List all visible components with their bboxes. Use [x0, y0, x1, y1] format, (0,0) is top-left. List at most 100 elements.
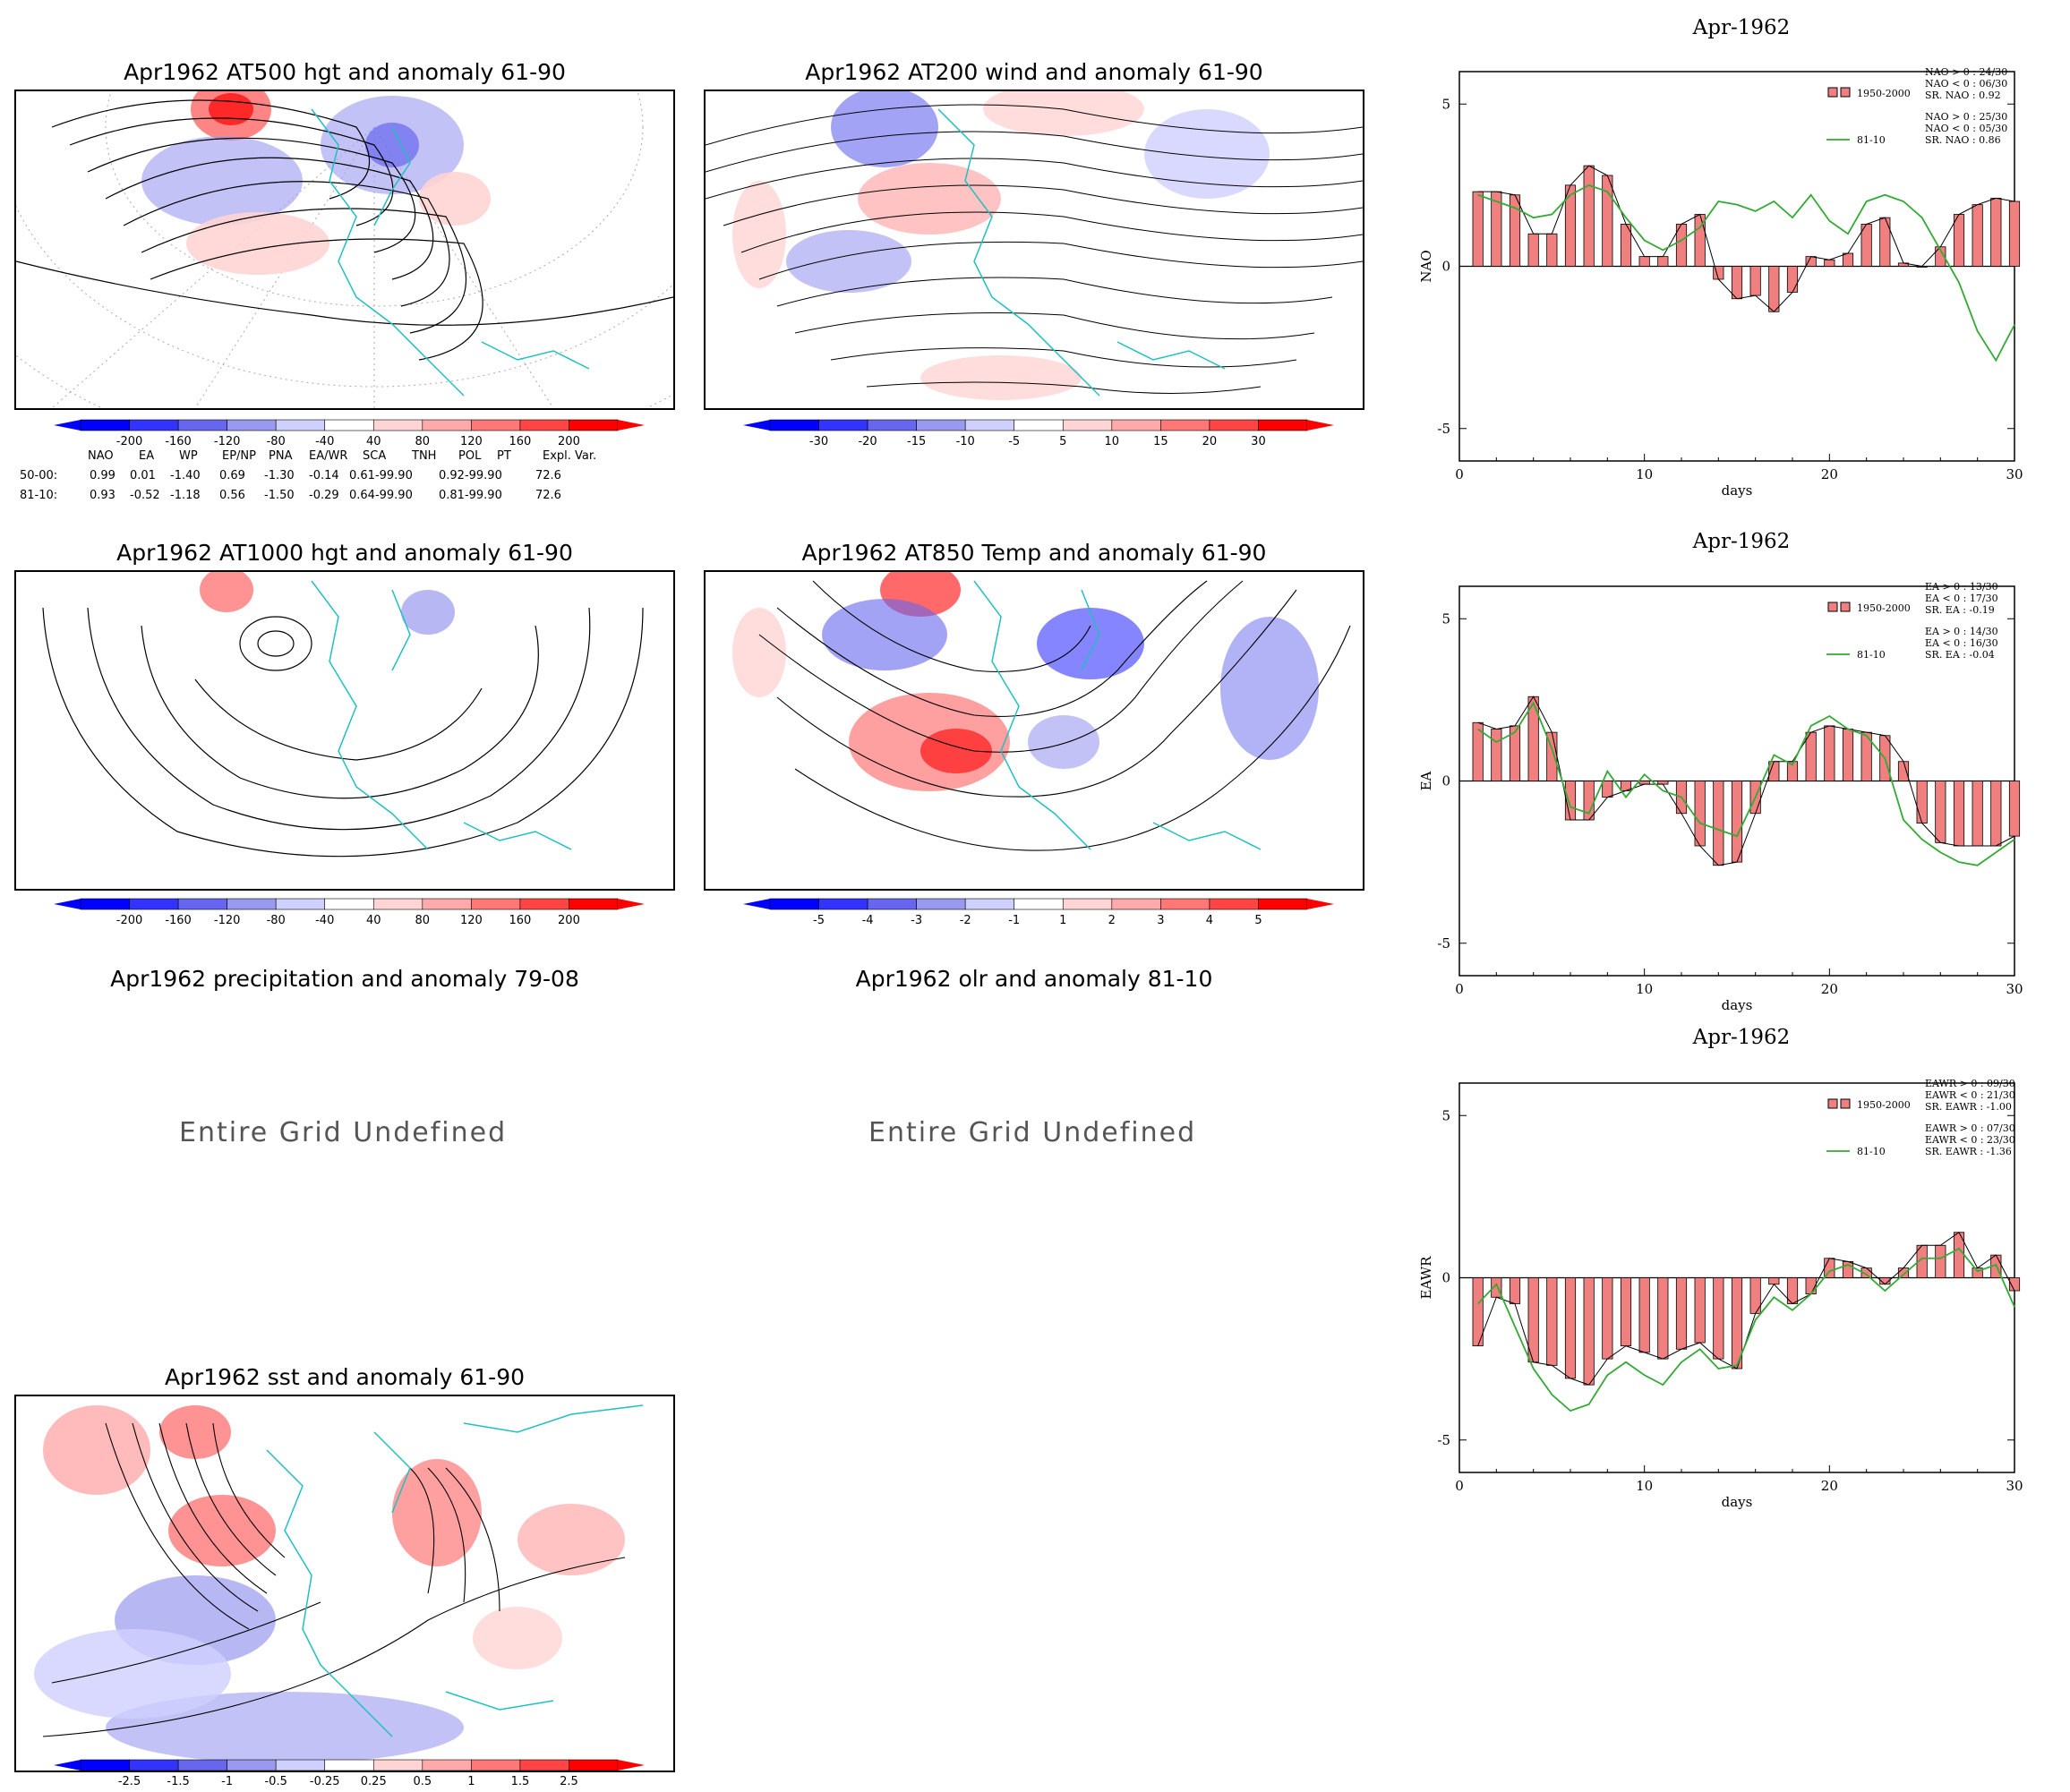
colorbar-arrow-high — [618, 1760, 645, 1771]
index-header: SCA — [363, 449, 387, 463]
index-row-label: 50-00: — [20, 469, 58, 482]
colorbar-swatch — [1014, 419, 1064, 431]
sst-colorbar: -2.5 -1.5 -1 -0.5 -0.25 0.25 0.5 1 1.5 2.5 — [54, 1756, 645, 1792]
colorbar-tick-label: -200 — [116, 435, 143, 448]
bar — [1602, 781, 1613, 798]
colorbar-swatch — [227, 898, 277, 910]
colorbar-swatch — [471, 898, 521, 910]
colorbar-swatch — [275, 419, 326, 431]
y-axis-label: NAO — [1418, 250, 1434, 282]
colorbar-tick-label: -80 — [267, 914, 286, 927]
colorbar-tick-label: -40 — [315, 435, 334, 448]
colorbar-tick-label: 120 — [460, 435, 483, 448]
colorbar-swatch — [916, 419, 966, 431]
colorbar-tick-label: -120 — [214, 435, 241, 448]
bar — [1546, 233, 1558, 267]
colorbar-tick-label: -2.5 — [118, 1775, 141, 1788]
olr-title: Apr1962 olr and anomaly 81-10 — [855, 966, 1213, 992]
t850-map — [704, 570, 1364, 891]
colorbar-tick-label: -120 — [214, 914, 241, 927]
colorbar-swatch — [129, 898, 179, 910]
bar — [1694, 1277, 1706, 1344]
series-line-81-10 — [1477, 183, 2015, 363]
colorbar-swatch — [1258, 419, 1308, 431]
colorbar-tick-label: -1 — [1008, 914, 1020, 927]
bar — [1824, 259, 1835, 267]
z1000-title: Apr1962 AT1000 hgt and anomaly 61-90 — [116, 540, 573, 566]
colorbar-tick-label: 160 — [509, 914, 531, 927]
legend-line-label: 81-10 — [1857, 649, 1886, 661]
index-value: 0.81-99.90 — [439, 489, 502, 502]
t850-title: Apr1962 AT850 Temp and anomaly 61-90 — [801, 540, 1267, 566]
index-header: TNH — [412, 449, 437, 463]
z500-map — [14, 90, 675, 410]
colorbar-swatch — [1014, 898, 1064, 910]
index-value: 72.6 — [535, 489, 561, 502]
index-value: 0.99 — [90, 469, 115, 482]
sst-map — [14, 1395, 675, 1772]
bar — [1842, 729, 1854, 781]
bar — [1805, 731, 1817, 781]
colorbar-tick-label: -5 — [1008, 435, 1020, 448]
y-tick-label: 5 — [1441, 1107, 1450, 1123]
bar — [1953, 214, 1965, 267]
colorbar-swatch — [818, 898, 868, 910]
colorbar-tick-label: 2.5 — [560, 1775, 578, 1788]
colorbar-tick-label: -20 — [858, 435, 877, 448]
olr-undefined-message: Entire Grid Undefined — [868, 1117, 1197, 1148]
legend-bar-stat: SR. NAO : 0.92 — [1925, 90, 2001, 101]
bar — [1935, 781, 1946, 843]
colorbar-swatch — [80, 419, 130, 431]
bar — [1638, 1277, 1650, 1353]
colorbar-tick-label: 80 — [415, 435, 431, 448]
colorbar-swatch — [422, 419, 472, 431]
legend-line-stat: EAWR < 0 : 23/30 — [1925, 1134, 2015, 1146]
colorbar-tick-label: -5 — [813, 914, 825, 927]
nao-chart: 5 0 -5 0 10 20 30 days NAO 1950-2000 NAO > 0 : 24/… — [1418, 66, 2023, 499]
index-header: EA/WR — [309, 449, 348, 463]
colorbar-arrow-high — [1307, 899, 1334, 909]
index-value: -1.30 — [264, 469, 295, 482]
bar — [1749, 266, 1761, 296]
y-axis-label: EA — [1418, 771, 1434, 790]
x-tick-label: 0 — [1455, 466, 1464, 482]
colorbar-swatch — [372, 898, 423, 910]
legend-line-stat: EA < 0 : 16/30 — [1925, 637, 1998, 649]
colorbar-swatch — [324, 1759, 374, 1771]
index-value: -1.40 — [170, 469, 201, 482]
colorbar-tick-label: 1 — [467, 1775, 475, 1788]
colorbar-swatch — [519, 419, 569, 431]
colorbar-tick-label: -160 — [165, 435, 192, 448]
colorbar-svg: -200 -160 -120 -80 -40 40 80 120 160 200 — [54, 419, 645, 448]
colorbar-tick-label: -200 — [116, 914, 143, 927]
bar — [1546, 1277, 1558, 1366]
colorbar-arrow-low — [54, 420, 81, 431]
x-tick-label: 10 — [1636, 981, 1653, 997]
y-tick-label: -5 — [1437, 1432, 1450, 1448]
bar — [1694, 781, 1706, 847]
legend-bar-stat: SR. EAWR : -1.00 — [1925, 1101, 2012, 1113]
legend-bar-swatch — [1827, 602, 1838, 612]
colorbar-swatch — [519, 1759, 569, 1771]
bar — [1602, 175, 1613, 267]
x-tick-label: 0 — [1455, 1478, 1464, 1494]
index-value: 72.6 — [535, 469, 561, 482]
colorbar-arrow-low — [743, 899, 770, 909]
colorbar-swatch — [324, 898, 374, 910]
y-tick-label: 5 — [1441, 96, 1450, 112]
hgt-colorbar-2: -200 -160 -120 -80 -40 40 80 120 160 200 — [54, 895, 645, 931]
colorbar-tick-label: 80 — [415, 914, 431, 927]
legend-bar-stat: EAWR > 0 : 09/30 — [1925, 1078, 2015, 1089]
colorbar-arrow-high — [618, 420, 645, 431]
colorbar-tick-label: 0.25 — [361, 1775, 387, 1788]
legend-bar-label: 1950-2000 — [1857, 88, 1911, 99]
x-axis-label: days — [1722, 482, 1753, 499]
colorbar-swatch — [519, 898, 569, 910]
bar — [1657, 781, 1669, 785]
colorbar-arrow-high — [1307, 420, 1334, 431]
colorbar-tick-label: 5 — [1254, 914, 1262, 927]
colorbar-swatch — [769, 419, 819, 431]
y-tick-label: 5 — [1441, 610, 1450, 627]
colorbar-tick-label: -0.25 — [310, 1775, 340, 1788]
colorbar-tick-label: 0.5 — [413, 1775, 432, 1788]
